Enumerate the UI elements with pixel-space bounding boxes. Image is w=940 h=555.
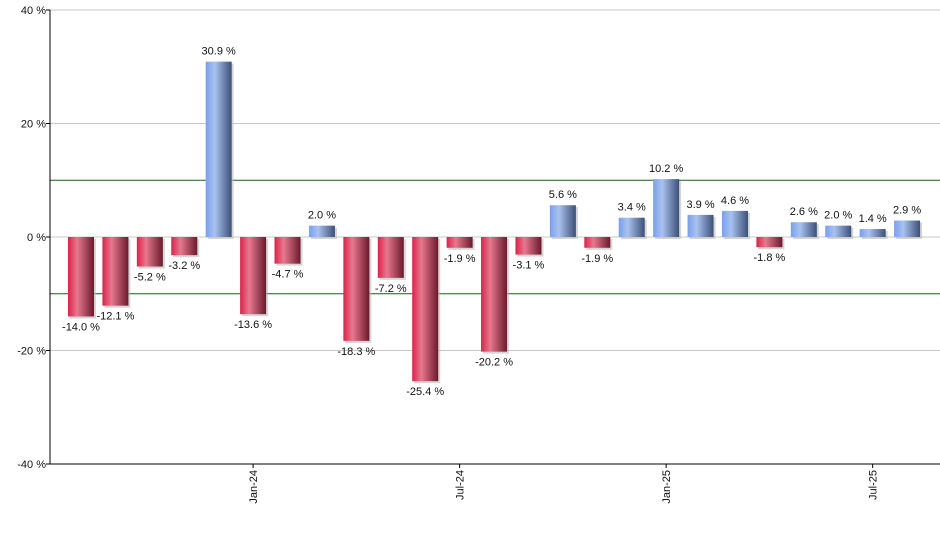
bar [274,237,301,264]
data-label: 2.0 % [308,210,336,222]
bar [412,237,439,382]
data-label: 4.6 % [721,195,749,207]
data-label: -1.9 % [444,253,476,265]
y-tick-label: -40 % [17,459,46,471]
bar [68,237,94,317]
data-label: -3.1 % [513,260,545,272]
bar [515,237,542,255]
bar [687,214,714,237]
data-label: 2.0 % [824,210,852,222]
data-label: -13.6 % [234,319,272,331]
data-label: -7.2 % [375,283,407,295]
bar [481,237,508,352]
bar [653,179,680,237]
data-label: -14.0 % [62,321,100,333]
y-tick-label: 20 % [21,119,46,131]
bar [102,237,129,306]
bar [136,237,163,267]
bar [584,237,611,248]
bars [68,61,923,384]
x-tick-label: Jan-24 [248,470,260,504]
data-label: 3.4 % [618,202,646,214]
data-label: 2.9 % [893,205,921,217]
bar [549,205,576,237]
bar [790,222,817,237]
data-label: 2.6 % [790,206,818,218]
bar [721,210,748,237]
bar [308,225,335,237]
bar [205,61,232,237]
bar [825,225,852,237]
data-label: -18.3 % [337,346,375,358]
x-tick-label: Jul-24 [455,470,467,500]
bar [859,229,886,237]
data-labels: -14.0 %-12.1 % -5.2 %-3.2 % 30.9 % -13.6 % -… [62,46,921,399]
data-label: -5.2 % [134,272,166,284]
data-label: 10.2 % [649,163,683,175]
y-tick-label: -20 % [17,346,46,358]
x-tick-label: Jul-25 [868,470,880,500]
bar [171,237,198,256]
data-label: -1.9 % [581,253,613,265]
y-tick-label: 0 % [27,232,46,244]
x-tick-label: Jan-25 [661,470,673,504]
bar [240,237,267,315]
bar [618,217,645,237]
data-label: -4.7 % [272,269,304,281]
data-label: 5.6 % [549,189,577,201]
bar [756,237,783,248]
data-label: 30.9 % [202,46,236,58]
y-tick-label: 40 % [21,5,46,17]
data-label: -12.1 % [96,311,134,323]
axes: 40 % 20 % 0 % -20 % -40 % Jan-24 Jul-24 Jan-25 J… [17,5,940,504]
data-label: -1.8 % [754,252,786,264]
data-label: 1.4 % [859,213,887,225]
data-label: -20.2 % [475,357,513,369]
data-label: -3.2 % [168,260,200,272]
bar [343,237,370,341]
bar [377,237,404,278]
data-label: 3.9 % [686,199,714,211]
bar [894,220,921,237]
data-label: -25.4 % [406,386,444,398]
bar [446,237,473,248]
